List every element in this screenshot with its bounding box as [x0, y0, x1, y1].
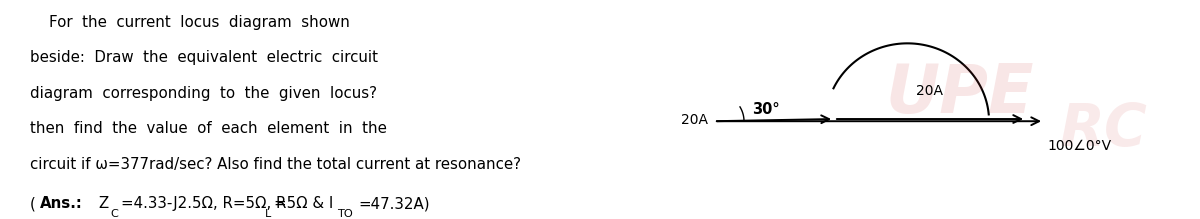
Text: beside:  Draw  the  equivalent  electric  circuit: beside: Draw the equivalent electric cir…	[30, 50, 378, 65]
Text: Ans.:: Ans.:	[40, 196, 83, 212]
Text: C: C	[110, 209, 119, 219]
Text: Z: Z	[98, 196, 108, 212]
Text: L: L	[265, 209, 271, 219]
Text: =47.32A): =47.32A)	[359, 196, 431, 212]
Text: 20A: 20A	[917, 84, 943, 98]
Text: 30°: 30°	[752, 102, 780, 117]
Text: then  find  the  value  of  each  element  in  the: then find the value of each element in t…	[30, 121, 386, 136]
Text: UPE: UPE	[886, 61, 1034, 127]
Text: =5Ω & I: =5Ω & I	[274, 196, 332, 212]
Text: (: (	[30, 196, 36, 212]
Text: RC: RC	[1060, 101, 1148, 158]
Text: diagram  corresponding  to  the  given  locus?: diagram corresponding to the given locus…	[30, 86, 377, 101]
Text: TO: TO	[337, 209, 353, 219]
Text: For  the  current  locus  diagram  shown: For the current locus diagram shown	[30, 15, 350, 30]
Text: 20A: 20A	[682, 113, 708, 127]
Text: 100∠0°V: 100∠0°V	[1048, 139, 1111, 153]
Text: =4.33-J2.5Ω, R=5Ω, R: =4.33-J2.5Ω, R=5Ω, R	[121, 196, 287, 212]
Text: circuit if ω=377rad/sec? Also find the total current at resonance?: circuit if ω=377rad/sec? Also find the t…	[30, 157, 521, 172]
